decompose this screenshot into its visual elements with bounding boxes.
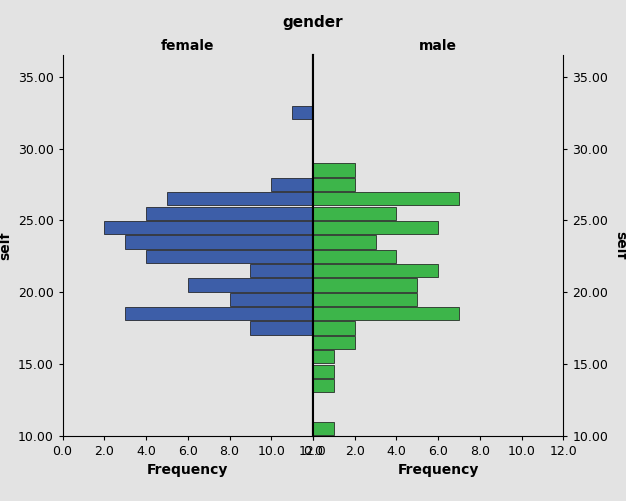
Bar [313, 249, 396, 263]
Bar [125, 235, 313, 248]
Bar [313, 192, 459, 205]
Bar [313, 307, 459, 320]
Bar [313, 365, 334, 378]
Bar [146, 249, 313, 263]
Bar [313, 350, 334, 363]
Bar [313, 235, 376, 248]
Bar [313, 206, 396, 220]
Bar [250, 322, 313, 335]
Bar [292, 106, 313, 119]
Bar [167, 192, 313, 205]
X-axis label: Frequency: Frequency [398, 463, 479, 477]
Bar [125, 307, 313, 320]
X-axis label: Frequency: Frequency [147, 463, 228, 477]
Bar [105, 221, 313, 234]
Y-axis label: self: self [613, 231, 626, 260]
Bar [313, 279, 418, 292]
Bar [146, 206, 313, 220]
Bar [313, 322, 355, 335]
Title: female: female [161, 39, 215, 53]
Bar [250, 264, 313, 277]
Bar [188, 279, 313, 292]
Bar [313, 422, 334, 435]
Bar [271, 178, 313, 191]
Bar [313, 293, 418, 306]
Bar [313, 336, 355, 349]
Text: gender: gender [283, 15, 343, 30]
Bar [313, 221, 438, 234]
Title: male: male [419, 39, 457, 53]
Y-axis label: self: self [0, 231, 12, 260]
Bar [313, 379, 334, 392]
Bar [313, 178, 355, 191]
Bar [230, 293, 313, 306]
Bar [313, 163, 355, 177]
Bar [313, 264, 438, 277]
